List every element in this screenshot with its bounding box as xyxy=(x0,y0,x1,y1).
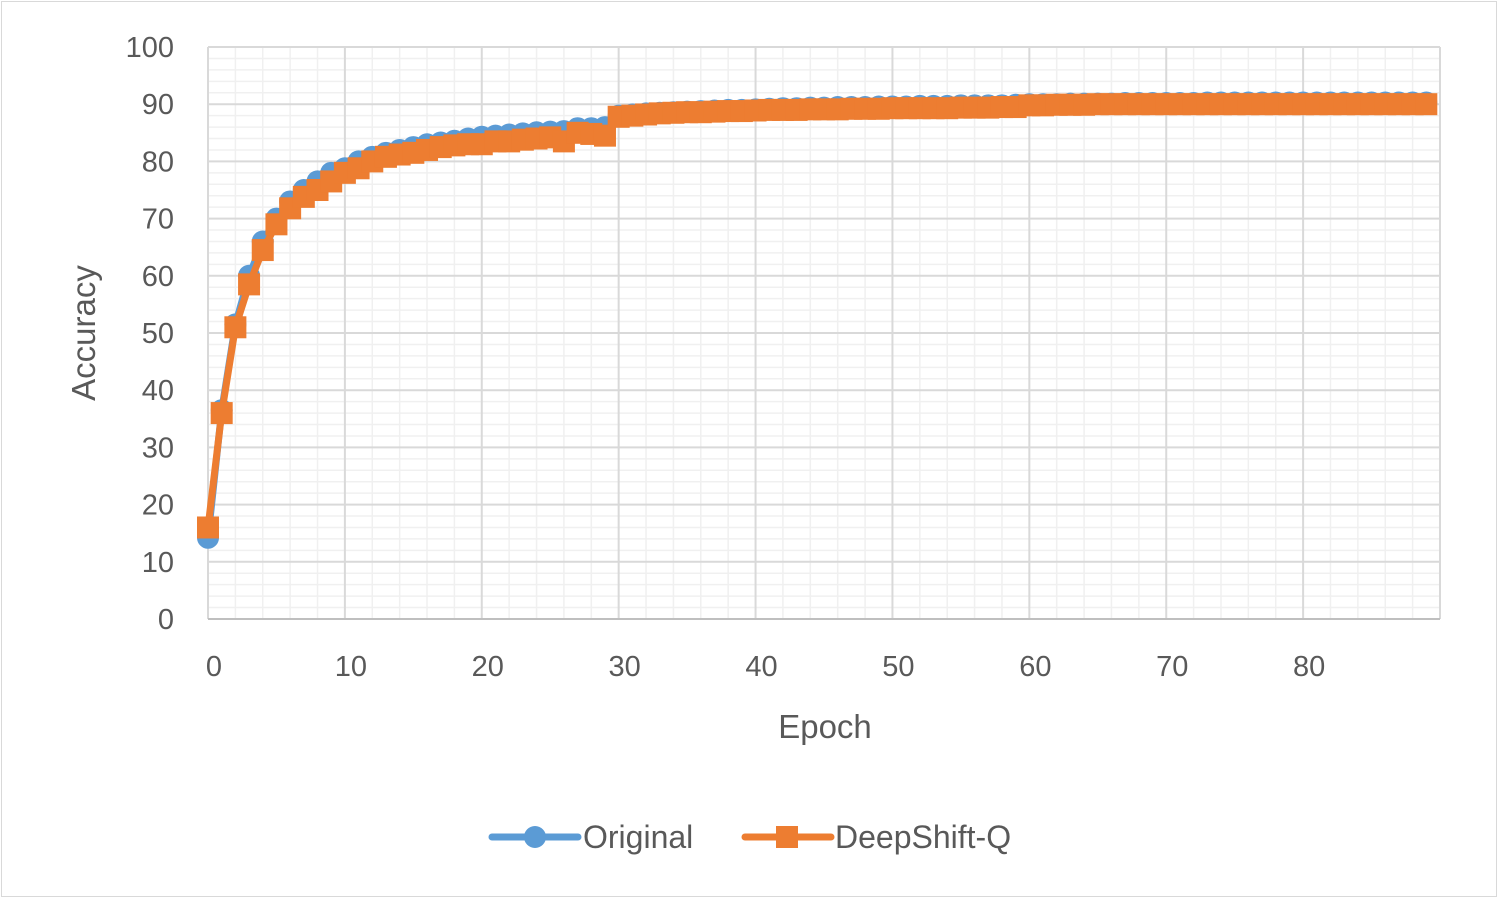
y-tick-label: 40 xyxy=(142,375,174,407)
y-tick-label: 30 xyxy=(142,432,174,464)
y-tick-label: 10 xyxy=(142,547,174,579)
tick-label-layer: 0 10 20 30 40 50 60 70 80 90 100 0 10 20 30 40 50 60 70 80 xyxy=(126,32,1326,683)
series-layer xyxy=(197,91,1438,549)
data-point-deepshift-q xyxy=(210,402,233,425)
x-tick-label: 30 xyxy=(609,651,641,683)
legend: Original DeepShift-Q xyxy=(488,819,1011,855)
grid-layer xyxy=(207,46,1440,620)
y-axis-title: Accuracy xyxy=(65,265,102,401)
x-tick-label: 20 xyxy=(472,651,504,683)
x-tick-label: 70 xyxy=(1156,651,1188,683)
y-tick-label: 100 xyxy=(126,32,174,64)
y-tick-label: 90 xyxy=(142,89,174,121)
legend-item-deepshift-q: DeepShift-Q xyxy=(741,819,1011,855)
data-point-deepshift-q xyxy=(593,124,616,147)
legend-marker-original xyxy=(524,826,546,848)
y-tick-label: 70 xyxy=(142,204,174,236)
x-tick-label: 10 xyxy=(335,651,367,683)
y-tick-label: 50 xyxy=(142,318,174,350)
x-tick-label: 40 xyxy=(745,651,777,683)
x-tick-label: 60 xyxy=(1019,651,1051,683)
legend-marker-deepshift-q xyxy=(776,826,798,848)
y-tick-label: 0 xyxy=(158,604,174,636)
x-tick-label: 50 xyxy=(882,651,914,683)
data-point-deepshift-q xyxy=(197,516,219,539)
series-deepshift-q xyxy=(197,93,1438,539)
x-tick-label: 0 xyxy=(206,651,222,683)
y-tick-label: 80 xyxy=(142,146,174,178)
data-point-deepshift-q xyxy=(251,239,274,262)
x-axis-title: Epoch xyxy=(778,708,872,745)
x-tick-label: 80 xyxy=(1293,651,1325,683)
y-tick-label: 20 xyxy=(142,490,174,522)
legend-label-original: Original xyxy=(583,819,693,855)
data-point-deepshift-q xyxy=(224,316,247,339)
axis-layer xyxy=(208,47,1441,620)
legend-label-deepshift-q: DeepShift-Q xyxy=(835,819,1011,855)
data-point-deepshift-q xyxy=(238,273,261,296)
y-tick-label: 60 xyxy=(142,261,174,293)
legend-item-original: Original xyxy=(488,819,693,855)
data-point-deepshift-q xyxy=(1415,93,1438,116)
